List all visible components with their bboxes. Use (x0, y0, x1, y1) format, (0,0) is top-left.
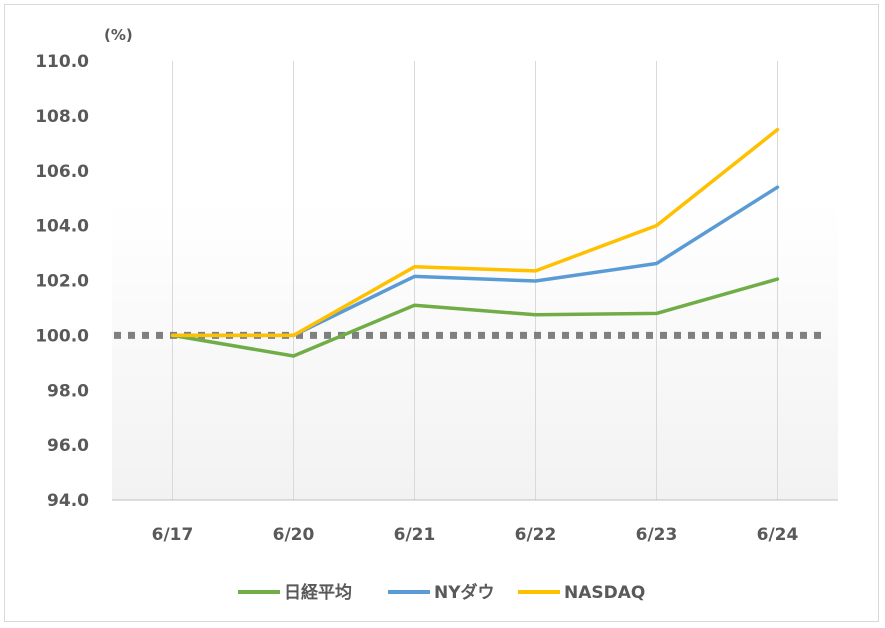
y-tick-label: 106.0 (35, 162, 89, 182)
y-tick-label: 104.0 (35, 217, 89, 237)
y-tick-label: 100.0 (35, 326, 89, 346)
series-line-0 (170, 277, 780, 358)
x-tick-label: 6/20 (273, 525, 315, 545)
y-tick-label: 94.0 (47, 491, 89, 511)
y-tick-label: 110.0 (35, 52, 89, 72)
legend-item-0: 日経平均 (238, 582, 352, 603)
y-axis-unit-label: (%) (104, 26, 133, 44)
x-tick-label: 6/21 (394, 525, 436, 545)
axes: 94.0 96.0 98.0 100.0 102.0 104.0 106.0 108.0 110… (35, 52, 838, 545)
legend-label: NYダウ (434, 582, 495, 603)
legend-item-1: NYダウ (388, 582, 495, 603)
x-tick-label: 6/22 (515, 525, 557, 545)
y-tick-label: 108.0 (35, 107, 89, 127)
y-tick-label: 102.0 (35, 272, 89, 292)
plot-area (112, 201, 838, 500)
legend-label: NASDAQ (564, 583, 645, 603)
x-tick-label: 6/24 (757, 525, 799, 545)
y-tick-label: 98.0 (47, 381, 89, 401)
x-tick-label: 6/23 (636, 525, 678, 545)
legend-item-2: NASDAQ (518, 583, 645, 603)
series-group (170, 127, 780, 358)
series-line-2 (170, 127, 780, 338)
legend-label: 日経平均 (284, 582, 352, 603)
legend: 日経平均 NYダウ NASDAQ (238, 582, 645, 603)
y-tick-label: 96.0 (47, 436, 89, 456)
x-tick-label: 6/17 (152, 525, 194, 545)
